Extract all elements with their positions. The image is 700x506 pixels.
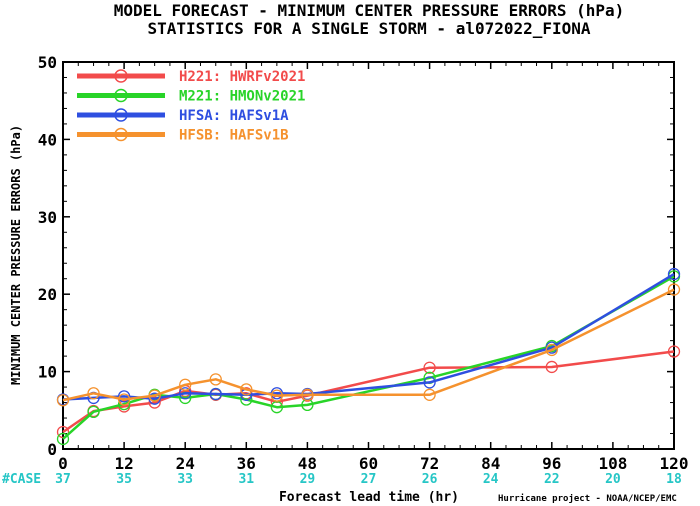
data-point [148, 396, 161, 409]
x-tick-label: 96 [542, 454, 561, 473]
legend-label: H221: HWRFv2021 [179, 69, 305, 85]
x-tick-label: 48 [298, 454, 317, 473]
x-tick-label: 0 [58, 454, 68, 473]
data-point [209, 373, 222, 386]
y-axis-ticks: 0 10 20 30 40 50 [38, 53, 674, 459]
data-point [301, 388, 314, 401]
legend-label: HFSB: HAFSv1B [179, 128, 289, 144]
case-count: 24 [483, 472, 499, 487]
data-point [270, 389, 284, 402]
data-point [209, 387, 222, 401]
case-label: #CASE [2, 472, 41, 487]
legend-marker [114, 108, 128, 122]
x-tick-label: 120 [660, 454, 689, 473]
x-axis-ticks: 0 12 24 36 48 60 72 84 96 108 120 [58, 62, 688, 473]
legend-marker [114, 127, 128, 142]
x-tick-label: 60 [359, 454, 378, 473]
case-count: 18 [666, 472, 682, 487]
case-counts: #CASE 37 35 33 31 29 27 26 24 22 20 18 [2, 472, 682, 487]
legend-label: HFSA: HAFSv1A [179, 108, 289, 124]
legend-item: H221: HWRFv2021 [77, 69, 305, 85]
data-point [667, 283, 681, 296]
data-point [179, 387, 192, 400]
x-tick-label: 84 [481, 454, 500, 473]
case-count: 37 [55, 472, 71, 487]
data-point [56, 394, 70, 407]
credit-text: Hurricane project - NOAA/NCEP/EMC [498, 493, 677, 504]
x-tick-label: 24 [176, 454, 195, 473]
series-2 [56, 267, 681, 406]
data-point [423, 388, 436, 401]
legend: H221: HWRFv2021 M221: HMONv2021 HFSA: HAFS… [77, 69, 305, 144]
series-line [62, 275, 675, 440]
data-point [56, 432, 70, 446]
series-group [56, 267, 681, 446]
case-count: 33 [177, 472, 193, 487]
y-tick-label: 10 [38, 363, 57, 382]
data-point [423, 361, 436, 374]
legend-item: HFSB: HAFSv1B [77, 128, 289, 144]
chart-title-line1: MODEL FORECAST - MINIMUM CENTER PRESSURE… [114, 1, 625, 20]
data-point [87, 405, 100, 418]
legend-marker [114, 88, 128, 103]
x-tick-label: 36 [237, 454, 256, 473]
data-point [179, 378, 192, 391]
chart-title-line2: STATISTICS FOR A SINGLE STORM - al072022… [147, 19, 590, 38]
legend-item: M221: HMONv2021 [77, 89, 305, 105]
case-count: 26 [422, 472, 438, 487]
x-tick-label: 72 [420, 454, 439, 473]
data-point [545, 360, 558, 374]
series-line [62, 288, 675, 402]
series-1 [56, 270, 681, 446]
x-axis-label: Forecast lead time (hr) [279, 490, 459, 505]
data-point [545, 343, 558, 357]
y-tick-label: 40 [38, 130, 57, 149]
data-point [423, 376, 436, 389]
case-count: 22 [544, 472, 560, 487]
x-tick-label: 12 [114, 454, 133, 473]
case-count: 35 [116, 472, 132, 487]
data-point [667, 345, 681, 358]
legend-item: HFSA: HAFSv1A [77, 108, 289, 124]
y-tick-label: 20 [38, 285, 57, 304]
case-count: 20 [605, 472, 621, 487]
data-point [148, 392, 161, 405]
x-tick-label: 108 [598, 454, 627, 473]
data-point [117, 390, 131, 403]
case-count: 29 [300, 472, 316, 487]
data-point [87, 387, 100, 400]
y-tick-label: 0 [47, 440, 57, 459]
case-count: 31 [238, 472, 254, 487]
case-count: 27 [361, 472, 377, 487]
y-tick-label: 50 [38, 53, 57, 72]
legend-label: M221: HMONv2021 [179, 89, 305, 105]
data-point [148, 389, 161, 402]
y-axis-label: MINIMUM CENTER PRESSURE ERRORS (hPa) [9, 125, 23, 385]
data-point [117, 393, 131, 406]
y-tick-label: 30 [38, 208, 57, 227]
series-3 [56, 283, 681, 407]
data-point [667, 267, 681, 281]
legend-marker [114, 69, 128, 83]
data-point [240, 383, 253, 396]
